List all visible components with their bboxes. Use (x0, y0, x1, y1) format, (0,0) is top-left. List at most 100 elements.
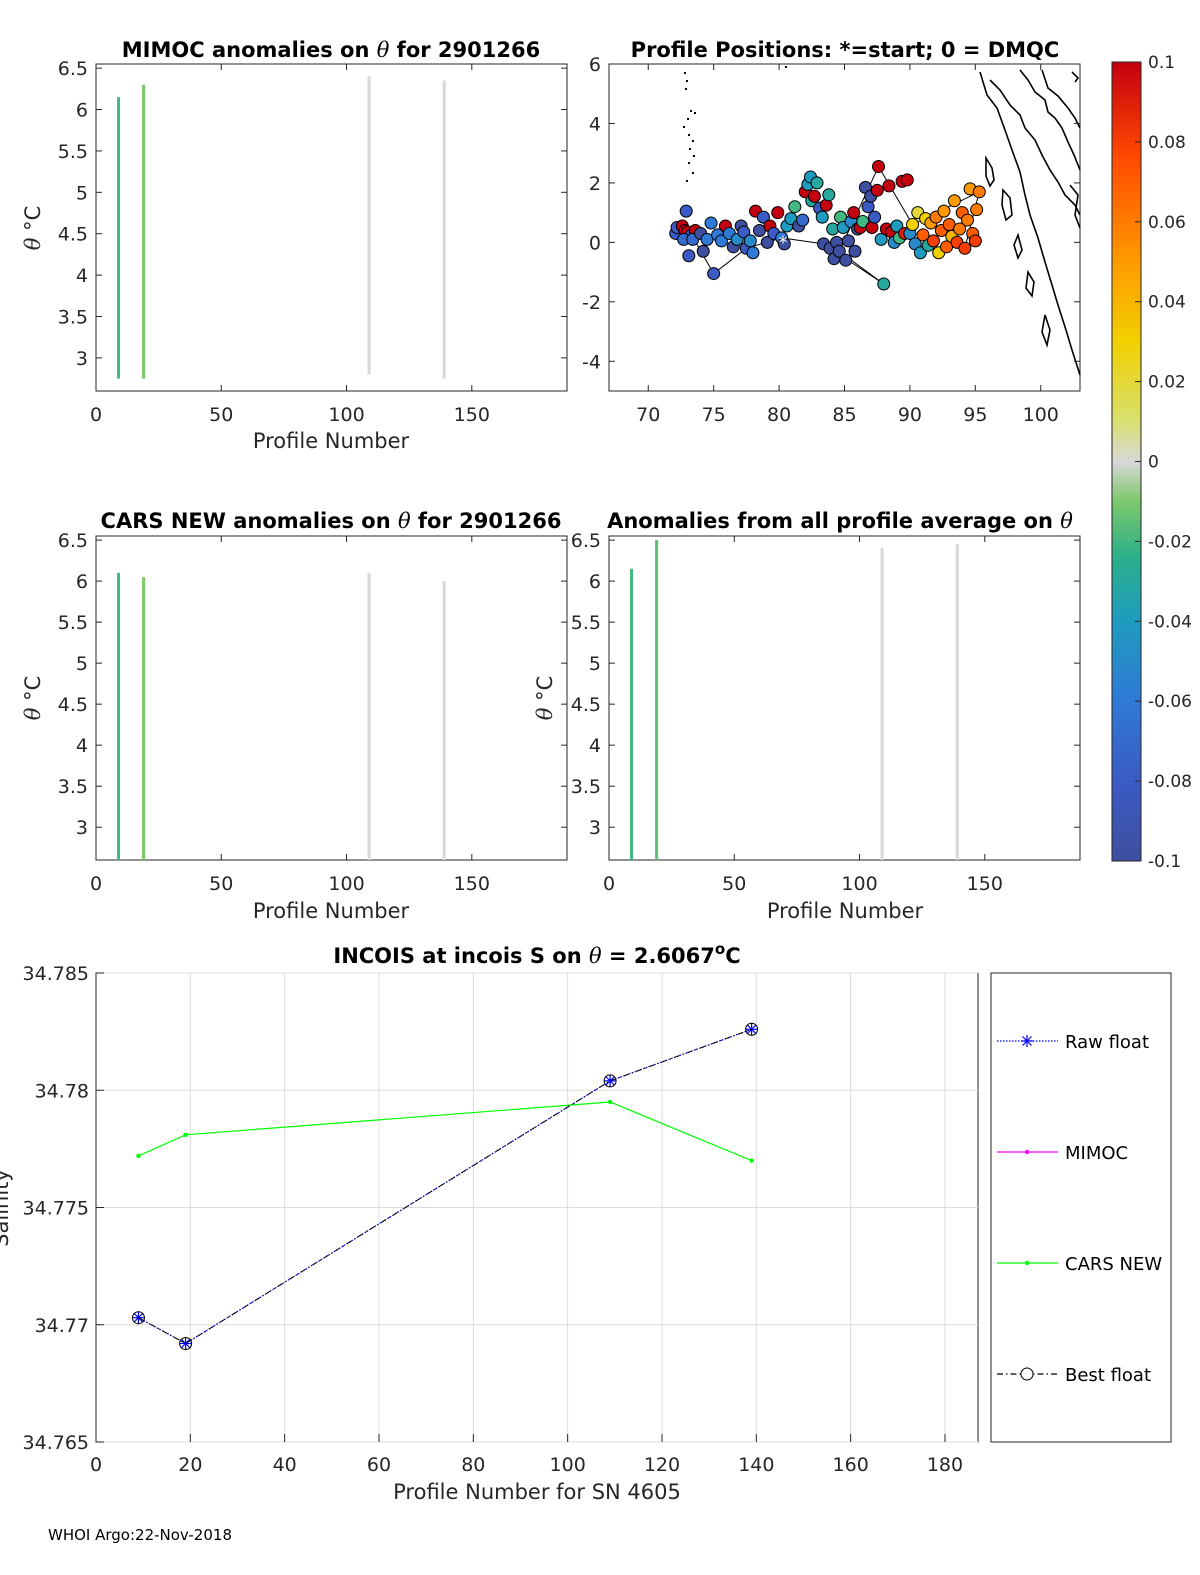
profile-position-marker (872, 160, 886, 174)
profile-position-marker (870, 183, 884, 197)
profile-position-marker (841, 234, 855, 248)
y-tick-label: 4 (589, 735, 601, 757)
profile-position-marker (746, 246, 760, 260)
profile-position-marker (953, 222, 967, 236)
x-tick-label: 70 (636, 404, 660, 426)
cars-new-point (183, 1132, 188, 1138)
profile-position-marker (856, 215, 870, 229)
incois-ylabel: Salinity (0, 1169, 13, 1247)
colorbar-tick-label: -0.08 (1148, 772, 1192, 792)
profile-position-marker (968, 234, 982, 248)
colorbar-tick-label: -0.04 (1148, 612, 1192, 632)
y-tick-label: 6.5 (58, 58, 88, 80)
incois-xlabel: Profile Number for SN 4605 (393, 1480, 681, 1504)
profile-position-marker (970, 203, 984, 217)
legend-item-raw-float: Raw float (997, 1032, 1149, 1053)
x-tick-label: 0 (603, 873, 615, 895)
start-marker: * (779, 232, 788, 253)
y-tick-label: 6 (589, 54, 601, 76)
profile-position-marker (715, 234, 729, 248)
profile-position-marker (906, 218, 920, 232)
legend-label: Best float (1065, 1365, 1151, 1386)
cars-new-line (138, 1101, 752, 1162)
profile-position-marker (807, 189, 821, 203)
colorbar-tick-label: 0.06 (1148, 213, 1186, 233)
x-tick-label: 80 (461, 1454, 485, 1476)
x-tick-label: 0 (90, 404, 102, 426)
legend-label: CARS NEW (1065, 1254, 1162, 1275)
y-tick-label: 3.5 (58, 776, 88, 798)
legend-item-best-float: Best float (997, 1365, 1151, 1386)
y-tick-label: 6.5 (571, 530, 601, 552)
y-tick-label: 4 (589, 113, 601, 135)
coastline-map (979, 69, 1081, 376)
x-tick-label: 90 (898, 404, 922, 426)
x-tick-label: 40 (273, 1454, 297, 1476)
profile-position-marker (958, 241, 972, 255)
legend-box (990, 972, 1172, 1443)
profile-position-marker (832, 244, 846, 258)
y-tick-label: 3.5 (571, 776, 601, 798)
y-tick-label: 34.775 (23, 1198, 89, 1220)
mimoc-xlabel: Profile Number (253, 429, 410, 453)
y-tick-label: 3 (76, 348, 88, 370)
asterisk-stroke (180, 1338, 191, 1349)
best-float-point (131, 1311, 145, 1325)
profile-position-marker (796, 213, 810, 227)
profile-position-marker (743, 234, 757, 248)
profile-position-marker (947, 194, 961, 208)
profile-position-marker (737, 225, 751, 239)
profile-position-marker (704, 216, 718, 230)
legend-marker (1020, 1367, 1034, 1381)
incois-salinity-panel: INCOIS at incois S on θ = 2.6067oC 0 20 40… (0, 940, 979, 1504)
colorbar-tick-label: 0.1 (1148, 53, 1175, 73)
mimoc-anomaly-panel: MIMOC anomalies on θ for 2901266 0 50 100 1… (21, 38, 568, 453)
y-tick-label: 34.78 (35, 1080, 89, 1102)
y-tick-label: 3 (589, 817, 601, 839)
profile-position-marker (900, 173, 914, 187)
cars-title: CARS NEW anomalies on θ for 2901266 (101, 509, 562, 533)
legend-marker (1022, 1036, 1032, 1046)
best-float-point (179, 1337, 193, 1351)
profile-position-marker (848, 244, 862, 258)
profile-position-marker (760, 235, 774, 249)
x-tick-label: 0 (90, 873, 102, 895)
x-tick-label: 140 (738, 1454, 774, 1476)
legend-label: MIMOC (1065, 1143, 1128, 1164)
y-tick-label: 5.5 (58, 612, 88, 634)
allprofile-ylabel: θ °C (533, 676, 557, 721)
x-tick-label: 100 (550, 1454, 586, 1476)
x-tick-label: 100 (328, 404, 364, 426)
profile-position-marker (788, 200, 802, 214)
profile-position-marker (815, 210, 829, 224)
cars-axes-box (95, 535, 568, 861)
cars-new-point (749, 1158, 754, 1163)
legend-label: Raw float (1065, 1032, 1149, 1053)
cars-new-point (607, 1099, 613, 1105)
x-tick-label: 150 (454, 873, 490, 895)
x-tick-label: 0 (90, 1454, 102, 1476)
allprofile-xlabel: Profile Number (767, 899, 924, 923)
y-tick-label: 5 (76, 182, 88, 204)
all-profile-anomaly-panel: Anomalies from all profile average on θ … (533, 509, 1081, 923)
y-tick-label: 5 (76, 653, 88, 675)
cars-new-point (136, 1153, 141, 1159)
y-tick-label: 6 (76, 100, 88, 122)
profile-position-marker (847, 206, 861, 220)
y-tick-label: 3.5 (58, 306, 88, 328)
x-tick-label: 100 (841, 873, 877, 895)
colorbar-tick-label: -0.06 (1148, 692, 1192, 712)
x-tick-label: 100 (1023, 404, 1059, 426)
y-tick-label: 4 (76, 735, 88, 757)
colorbar-tick-label: -0.02 (1148, 532, 1192, 552)
y-tick-label: 34.785 (23, 963, 89, 985)
x-tick-label: 95 (963, 404, 987, 426)
legend-item-mimoc: MIMOC (997, 1143, 1128, 1164)
profile-position-marker (916, 228, 930, 242)
y-tick-label: 6 (76, 571, 88, 593)
profile-position-marker (810, 176, 824, 190)
profile-position-marker (913, 246, 927, 260)
y-tick-label: 5.5 (571, 612, 601, 634)
profile-positions-panel: Profile Positions: *=start; 0 = DMQC * 7… (582, 38, 1081, 426)
